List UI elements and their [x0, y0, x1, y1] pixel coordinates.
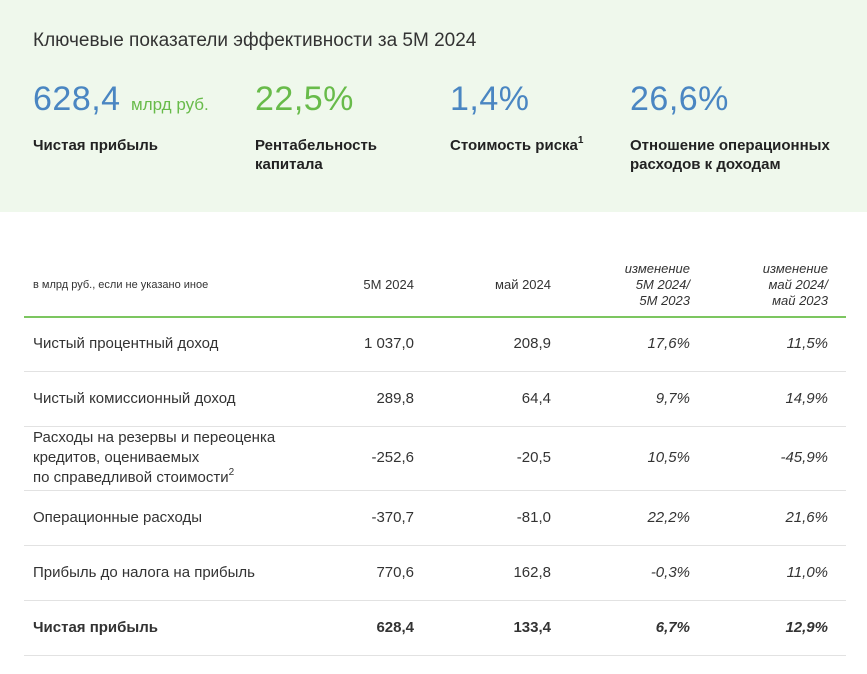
- cell: 162,8: [513, 563, 551, 581]
- column-header: изменение: [762, 261, 828, 276]
- cell: 289,8: [376, 389, 414, 407]
- cell: 133,4: [513, 618, 551, 636]
- kpi-unit: млрд руб.: [131, 95, 209, 114]
- cell: -81,0: [516, 508, 551, 526]
- column-header: 5M 2024: [363, 277, 414, 292]
- row-rule: [24, 655, 846, 656]
- row-rule: [24, 490, 846, 491]
- row-label: Расходы на резервы и переоценка: [33, 429, 276, 446]
- cell: 9,7%: [655, 389, 690, 407]
- cell: 628,4: [376, 618, 414, 636]
- cell: 12,9%: [785, 618, 828, 636]
- cell: 11,0%: [786, 563, 828, 581]
- column-header: май 2024: [495, 277, 551, 292]
- title: Ключевые показатели эффективности за 5M …: [33, 30, 477, 51]
- kpi-label: капитала: [255, 156, 323, 173]
- column-header: май 2023: [772, 293, 828, 308]
- kpi-value: 22,5%: [255, 80, 354, 118]
- kpi-label: Отношение операционных: [630, 137, 830, 154]
- column-header: май 2024/: [768, 277, 828, 292]
- cell: -252,6: [371, 449, 414, 466]
- cell: 22,2%: [647, 508, 690, 526]
- cell: 14,9%: [785, 389, 828, 407]
- row-label: по справедливой стоимости2: [33, 467, 235, 486]
- kpi-label: Рентабельность: [255, 137, 378, 154]
- cell: 208,9: [513, 334, 551, 352]
- row-rule: [24, 600, 846, 601]
- kpi-value: 628,4: [33, 80, 121, 118]
- column-header: в млрд руб., если не указано иное: [33, 279, 209, 291]
- row-label: кредитов, оцениваемых: [33, 449, 200, 466]
- cell: 64,4: [521, 389, 551, 407]
- cell: 1 037,0: [363, 334, 414, 352]
- cell: 11,5%: [786, 334, 828, 352]
- footnote-mark: 2: [228, 467, 235, 478]
- column-header: 5M 2023: [639, 293, 690, 308]
- cell: 21,6%: [785, 508, 828, 526]
- footnote-mark: 1: [577, 135, 584, 146]
- kpi-label: Стоимость риска1: [450, 135, 584, 154]
- column-header: 5M 2024/: [635, 277, 690, 292]
- row-label: Чистый процентный доход: [33, 334, 219, 352]
- row-rule: [24, 371, 846, 372]
- row-rule: [24, 426, 846, 427]
- kpi-label: Чистая прибыль: [33, 137, 158, 154]
- cell: 6,7%: [655, 618, 690, 636]
- cell: 17,6%: [647, 334, 690, 352]
- cell: -45,9%: [780, 449, 828, 466]
- row-label: Прибыль до налога на прибыль: [33, 563, 255, 581]
- row-label: Чистая прибыль: [33, 618, 158, 636]
- row-label: Операционные расходы: [33, 508, 203, 526]
- column-header: изменение: [624, 261, 690, 276]
- cell: -370,7: [371, 508, 414, 526]
- row-label: Чистый комиссионный доход: [33, 389, 236, 407]
- kpi-value: 26,6%: [630, 80, 729, 118]
- cell: 770,6: [376, 563, 414, 581]
- row-rule: [24, 545, 846, 546]
- cell: -20,5: [516, 449, 551, 466]
- kpi-panel: [0, 0, 867, 212]
- header-rule: [24, 316, 846, 318]
- kpi-value: 1,4%: [450, 80, 530, 118]
- cell: -0,3%: [650, 563, 690, 581]
- kpi-label: расходов к доходам: [630, 156, 781, 173]
- cell: 10,5%: [647, 449, 690, 466]
